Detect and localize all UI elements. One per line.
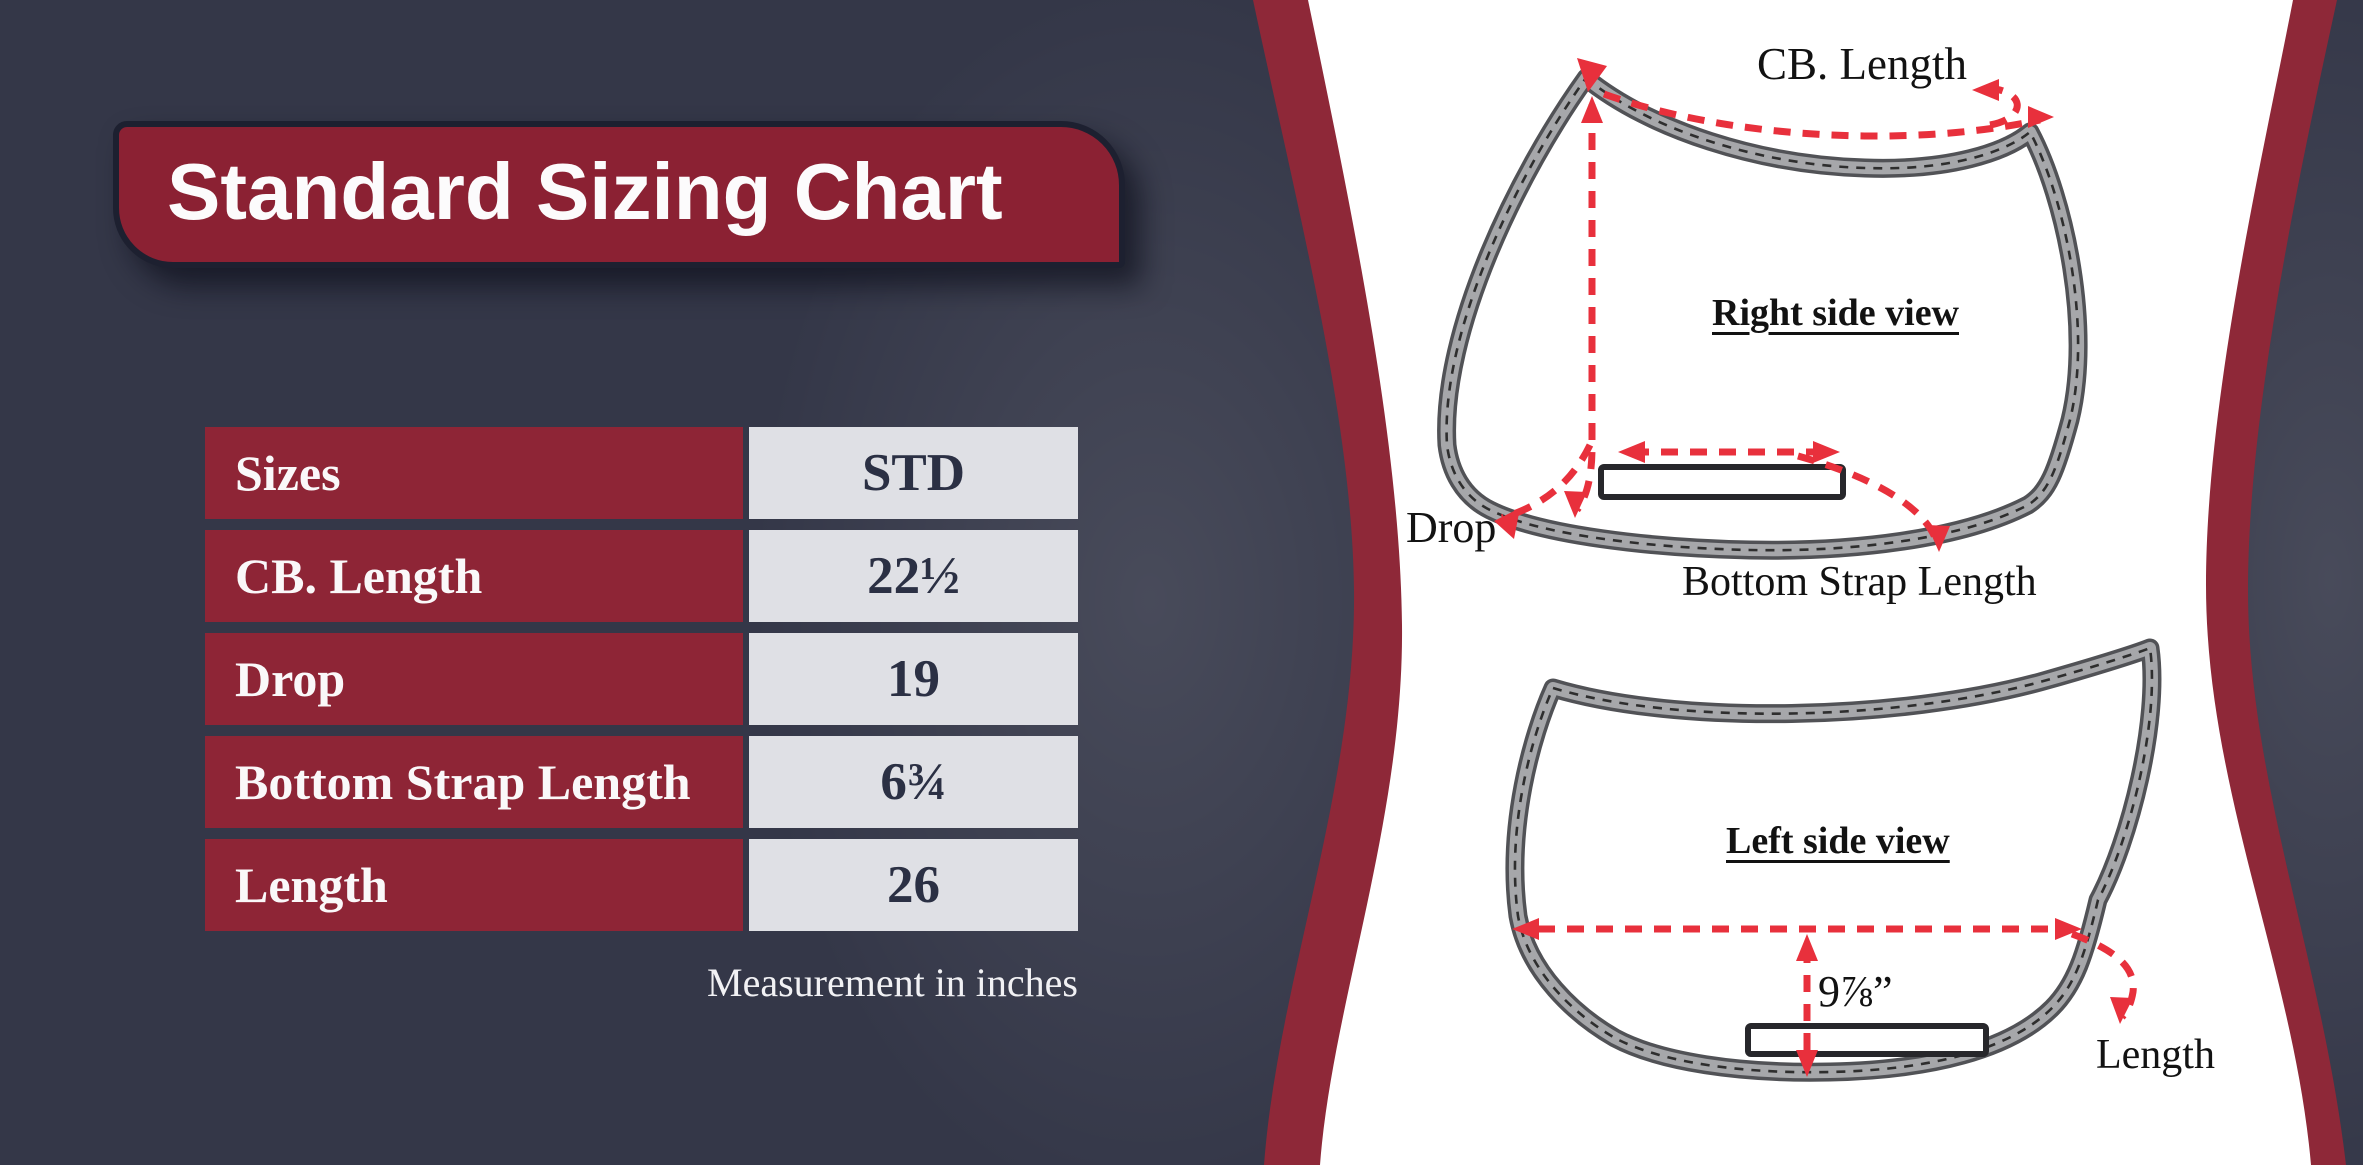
arrowhead-cb-label-left <box>1972 79 1999 101</box>
arrowhead-offset-down <box>1796 1050 1818 1077</box>
length-label-curve-line <box>2070 930 2137 1020</box>
table-row: CB. Length 22½ <box>205 530 1078 622</box>
cb-length-arrow-line <box>1602 90 2041 140</box>
arrowhead-length-left <box>1512 918 1539 940</box>
table-cell-label: CB. Length <box>205 530 743 622</box>
table-row: Sizes STD <box>205 427 1078 519</box>
arrowhead-cb-right <box>2028 106 2054 128</box>
arrowhead-length-label-down <box>2110 997 2133 1024</box>
arrowhead-peak-up-left <box>1577 58 1607 92</box>
arrowhead-drop-label <box>1494 508 1520 539</box>
bottom-strap <box>1745 1023 1989 1057</box>
table-row: Length 26 <box>205 839 1078 931</box>
sizing-table: Sizes STD CB. Length 22½ Drop 19 Bottom … <box>205 427 1078 1006</box>
cb-label-curl-line <box>1977 84 2021 129</box>
table-cell-value: 22½ <box>749 530 1078 622</box>
arrowhead-drop-bottom-down <box>1564 491 1587 518</box>
measurement-note: Measurement in inches <box>707 960 1078 1005</box>
bottom-strap-length-label: Bottom Strap Length <box>1682 559 2037 605</box>
arrowhead-offset-up <box>1796 934 1818 961</box>
table-cell-label: Drop <box>205 633 743 725</box>
drop-arrow-line <box>1574 104 1596 513</box>
arrowhead-bottom-strap-down <box>1927 525 1950 552</box>
table-cell-value: 6¾ <box>749 736 1078 828</box>
bottom-strap <box>1598 464 1846 500</box>
table-cell-label: Sizes <box>205 427 743 519</box>
right-side-view-caption: Right side view <box>1712 292 1959 334</box>
table-cell-value: 19 <box>749 633 1078 725</box>
pad-stitch-line <box>1513 646 2154 1074</box>
measurement-arrows <box>1500 84 2137 1062</box>
length-label: Length <box>2096 1032 2215 1078</box>
page-title: Standard Sizing Chart <box>167 146 1003 236</box>
arrowhead-strap-width-right <box>1813 441 1840 463</box>
drop-label: Drop <box>1406 503 1497 552</box>
table-cell-label: Length <box>205 839 743 931</box>
arrowhead-drop-top-up <box>1581 96 1603 123</box>
table-cell-value: 26 <box>749 839 1078 931</box>
left-side-view-drawing <box>1505 638 2162 1082</box>
arrowhead-length-right <box>2055 918 2082 940</box>
table-row: Bottom Strap Length 6¾ <box>205 736 1078 828</box>
title-banner: Standard Sizing Chart <box>113 121 1125 268</box>
pad-stitch-line <box>1445 76 2080 552</box>
left-side-view-caption: Left side view <box>1726 820 1950 862</box>
table-row: Drop 19 <box>205 633 1078 725</box>
cb-length-label: CB. Length <box>1757 39 1967 89</box>
arrowheads <box>1494 58 2133 1077</box>
strap-offset-label: 9⅞” <box>1818 967 1893 1016</box>
table-cell-value: STD <box>749 427 1078 519</box>
arrowhead-strap-width-left <box>1618 441 1645 463</box>
table-cell-label: Bottom Strap Length <box>205 736 743 828</box>
right-side-view-drawing <box>1437 68 2088 560</box>
